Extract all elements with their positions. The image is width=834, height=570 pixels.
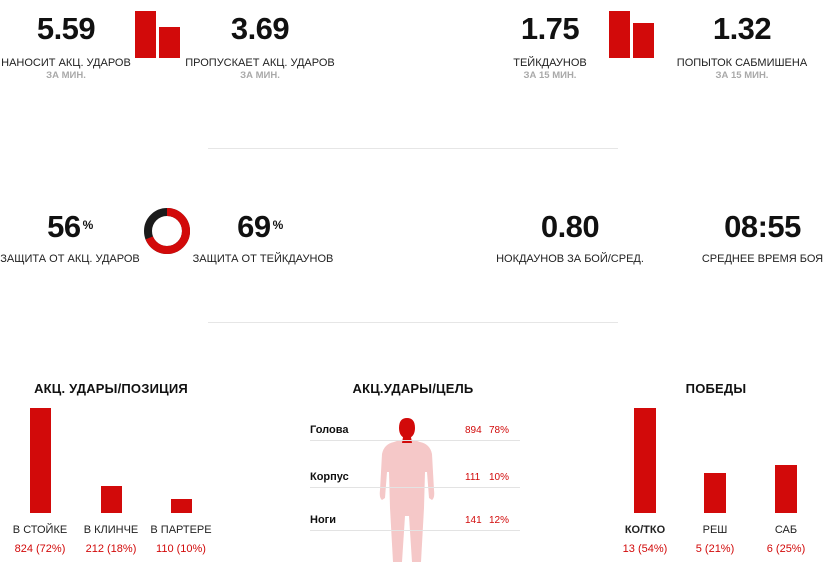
- avg-fight-time-label: СРЕДНЕЕ ВРЕМЯ БОЯ: [701, 253, 824, 265]
- body-head-shape: [399, 418, 415, 443]
- wins-bar: [634, 408, 656, 513]
- target-row-label: Корпус: [310, 471, 349, 483]
- strikes-landed-bar: [135, 11, 156, 58]
- takedown-defense-label: ЗАЩИТА ОТ ТЕЙКДАУНОВ: [192, 253, 334, 265]
- submissions-label: ПОПЫТОК САБМИШЕНА: [676, 57, 808, 69]
- target-row-count: 111: [465, 472, 481, 483]
- target-row-percent: 78%: [489, 425, 510, 436]
- strike-defense-value: 56%: [0, 210, 140, 244]
- knockdowns-value: 0.80: [540, 209, 600, 244]
- takedowns-value: 1.75: [520, 11, 580, 46]
- position-title: АКЦ. УДАРЫ/ПОЗИЦИЯ: [34, 381, 188, 396]
- wins-value: 5 (21%): [695, 543, 735, 555]
- target-row-divider: [310, 530, 520, 531]
- position-bar: [170, 499, 192, 513]
- avg-fight-time-value: 08:55: [724, 209, 801, 244]
- target-row-count: 894: [465, 425, 482, 436]
- takedowns-label: ТЕЙКДАУНОВ: [513, 57, 587, 69]
- submissions-value: 1.32: [712, 11, 772, 46]
- wins-title: ПОБЕДЫ: [685, 381, 747, 396]
- divider-2: [208, 322, 618, 323]
- strikes-absorbed-sub: ЗА МИН.: [240, 70, 280, 81]
- wins-bar: [775, 465, 797, 513]
- body-lower-shape: [379, 439, 435, 562]
- target-row-divider: [310, 440, 520, 441]
- ring-defense-arc: [144, 208, 190, 254]
- takedown-defense-unit: %: [272, 218, 284, 232]
- strike-defense-number: 56: [47, 209, 81, 244]
- takedown-defense-value: 69%: [195, 210, 325, 244]
- strikes-absorbed-label: ПРОПУСКАЕТ АКЦ. УДАРОВ: [185, 57, 335, 69]
- strikes-landed-sub: ЗА МИН.: [46, 70, 86, 81]
- target-row-percent: 10%: [489, 472, 510, 483]
- target-row-label: Ноги: [310, 514, 337, 526]
- position-value: 110 (10%): [156, 543, 206, 555]
- wins-bar: [704, 473, 726, 513]
- submissions-bar: [633, 23, 654, 58]
- position-bar: [29, 408, 51, 513]
- defense-ring-chart: [144, 208, 190, 254]
- wins-label: РЕШ: [702, 524, 728, 536]
- knockdowns-label: НОКДАУНОВ ЗА БОЙ/СРЕД.: [496, 253, 644, 265]
- strikes-landed-value: 5.59: [36, 11, 96, 46]
- wins-value: 13 (54%): [622, 543, 668, 555]
- takedowns-sub: ЗА 15 МИН.: [523, 70, 577, 81]
- strike-defense-unit: %: [82, 218, 94, 232]
- body-silhouette-icon: [379, 418, 435, 562]
- position-label: В КЛИНЧЕ: [83, 524, 139, 536]
- wins-label: КО/ТКО: [624, 524, 666, 536]
- target-title: АКЦ.УДАРЫ/ЦЕЛЬ: [352, 381, 474, 396]
- target-row-label: Голова: [310, 424, 349, 436]
- target-row-divider: [310, 487, 520, 488]
- target-row-percent: 12%: [489, 515, 510, 526]
- strikes-absorbed-bar: [159, 27, 180, 58]
- target-row-count: 141: [465, 515, 482, 526]
- takedowns-bar: [609, 11, 630, 58]
- strikes-absorbed-value: 3.69: [230, 11, 290, 46]
- position-value: 212 (18%): [85, 543, 137, 555]
- position-value: 824 (72%): [14, 543, 66, 555]
- strikes-landed-label: НАНОСИТ АКЦ. УДАРОВ: [1, 57, 131, 69]
- takedown-defense-number: 69: [237, 209, 271, 244]
- wins-value: 6 (25%): [766, 543, 806, 555]
- position-label: В ПАРТЕРЕ: [150, 524, 212, 536]
- wins-label: САБ: [774, 524, 798, 536]
- submissions-sub: ЗА 15 МИН.: [715, 70, 769, 81]
- position-label: В СТОЙКЕ: [12, 524, 68, 536]
- divider-1: [208, 148, 618, 149]
- position-bar: [100, 486, 122, 513]
- strike-defense-label: ЗАЩИТА ОТ АКЦ. УДАРОВ: [0, 253, 140, 265]
